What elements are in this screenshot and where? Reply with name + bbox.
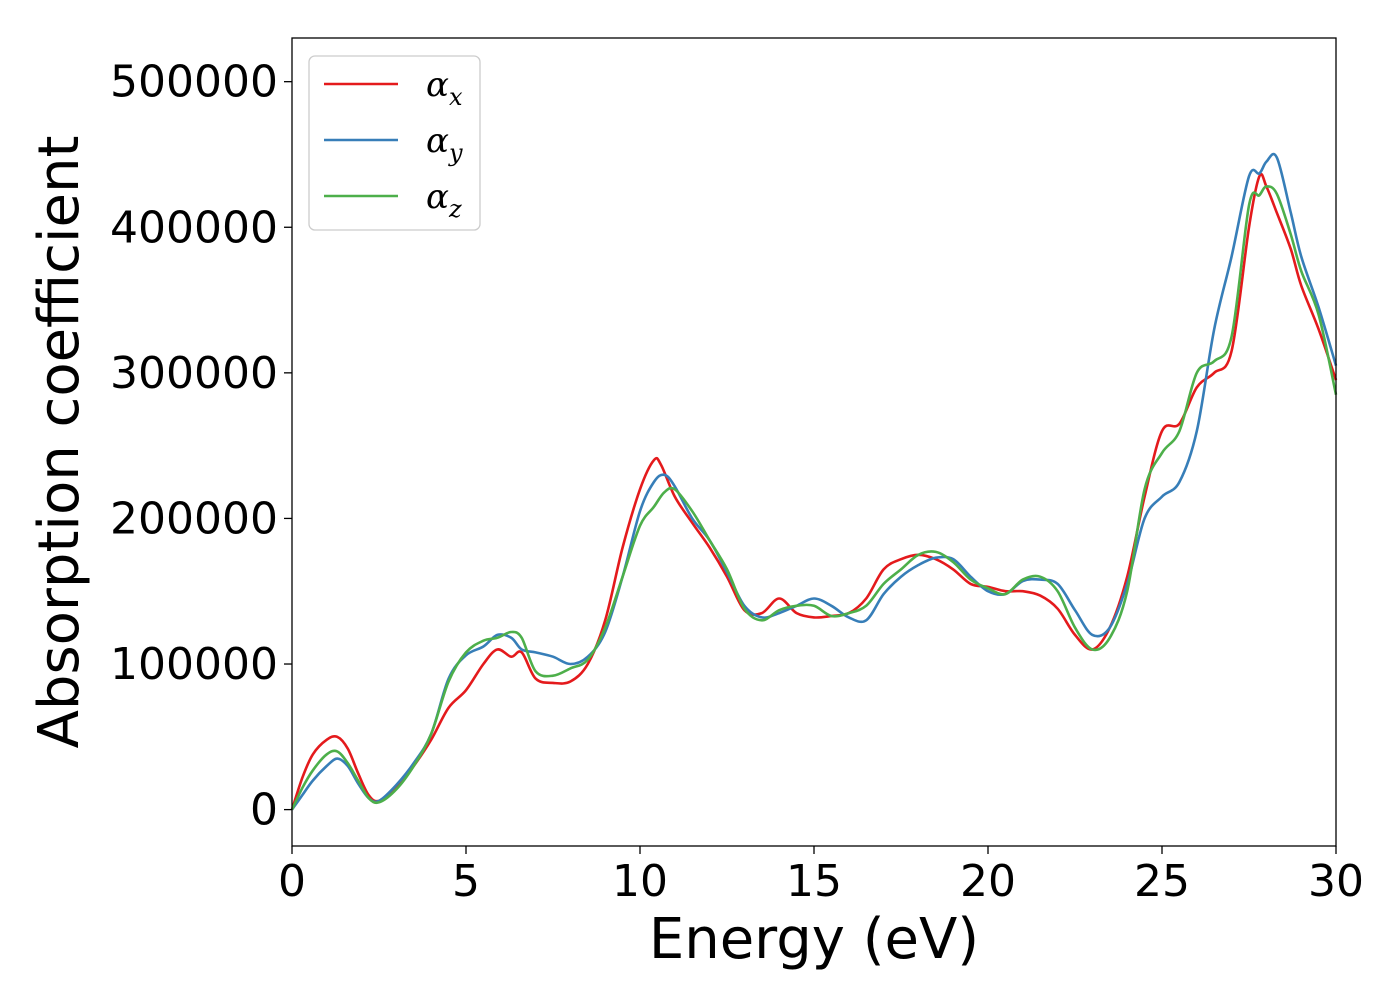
y-tick-label: 0	[250, 785, 278, 836]
y-tick-label: 400000	[110, 202, 278, 253]
y-axis-label: Absorption coefficient	[27, 136, 92, 749]
y-tick-label: 200000	[110, 493, 278, 544]
series-lines	[290, 152, 1338, 811]
x-tick-label: 10	[612, 856, 668, 907]
y-tick-label: 100000	[110, 639, 278, 690]
x-tick-label: 0	[278, 856, 306, 907]
x-tick-label: 15	[786, 856, 842, 907]
legend-label-y: αy	[426, 121, 463, 167]
y-tick-label: 300000	[110, 348, 278, 399]
x-axis-ticks: 0 5 10 15 20 25 30	[278, 846, 1364, 907]
series-line-y	[290, 152, 1338, 811]
y-tick-label: 500000	[110, 57, 278, 108]
legend: αx αy αz	[308, 55, 481, 231]
series-line-z	[290, 185, 1338, 811]
legend-box	[308, 55, 481, 231]
x-axis-label: Energy (eV)	[649, 907, 979, 972]
x-tick-label: 25	[1134, 856, 1190, 907]
legend-label-z: αz	[426, 177, 462, 223]
legend-label-x: αx	[426, 65, 463, 111]
x-tick-label: 30	[1308, 856, 1364, 907]
y-axis-ticks: 0 100000 200000 300000 400000 500000	[110, 57, 292, 836]
series-line-x	[290, 172, 1338, 810]
x-tick-label: 5	[452, 856, 480, 907]
x-tick-label: 20	[960, 856, 1016, 907]
